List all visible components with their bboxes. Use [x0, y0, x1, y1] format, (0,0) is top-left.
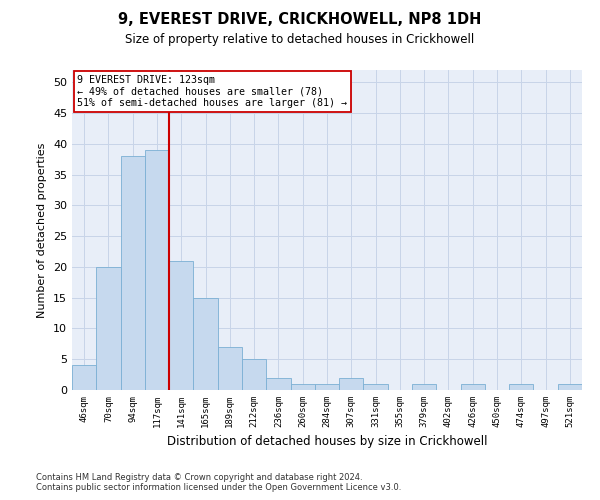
Text: Contains public sector information licensed under the Open Government Licence v3: Contains public sector information licen… — [36, 484, 401, 492]
Bar — [461, 384, 485, 390]
Text: 9 EVEREST DRIVE: 123sqm
← 49% of detached houses are smaller (78)
51% of semi-de: 9 EVEREST DRIVE: 123sqm ← 49% of detache… — [77, 75, 347, 108]
Bar — [72, 366, 96, 390]
Bar — [339, 378, 364, 390]
Bar — [218, 347, 242, 390]
Bar — [121, 156, 145, 390]
Bar — [266, 378, 290, 390]
Bar — [169, 261, 193, 390]
Text: 9, EVEREST DRIVE, CRICKHOWELL, NP8 1DH: 9, EVEREST DRIVE, CRICKHOWELL, NP8 1DH — [118, 12, 482, 28]
Bar — [96, 267, 121, 390]
Y-axis label: Number of detached properties: Number of detached properties — [37, 142, 47, 318]
Bar — [193, 298, 218, 390]
Bar — [242, 359, 266, 390]
Bar — [412, 384, 436, 390]
Bar — [558, 384, 582, 390]
Bar — [290, 384, 315, 390]
Text: Size of property relative to detached houses in Crickhowell: Size of property relative to detached ho… — [125, 32, 475, 46]
Bar — [364, 384, 388, 390]
X-axis label: Distribution of detached houses by size in Crickhowell: Distribution of detached houses by size … — [167, 436, 487, 448]
Bar — [509, 384, 533, 390]
Bar — [315, 384, 339, 390]
Text: Contains HM Land Registry data © Crown copyright and database right 2024.: Contains HM Land Registry data © Crown c… — [36, 474, 362, 482]
Bar — [145, 150, 169, 390]
